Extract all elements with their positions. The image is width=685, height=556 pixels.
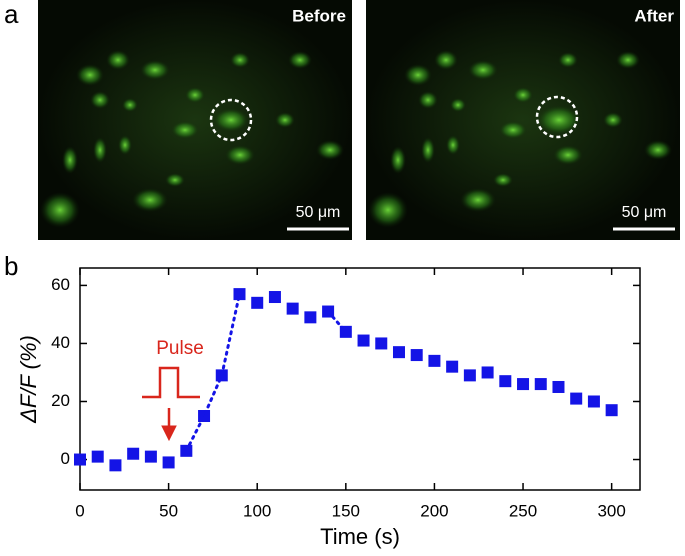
marker	[162, 456, 175, 469]
x-tick-label: 250	[509, 501, 537, 520]
marker	[144, 450, 157, 463]
cell	[230, 52, 250, 68]
y-tick-label: 20	[51, 391, 70, 410]
marker	[410, 349, 423, 362]
cell	[404, 64, 432, 86]
cell	[122, 98, 138, 112]
dotted-line	[184, 292, 348, 453]
marker	[392, 346, 405, 359]
x-tick-label: 0	[75, 501, 84, 520]
x-tick-label: 150	[332, 501, 360, 520]
marker	[428, 354, 441, 367]
cell	[434, 50, 458, 70]
marker	[286, 302, 299, 315]
marker	[446, 360, 459, 373]
marker	[233, 288, 246, 301]
cell	[616, 51, 640, 69]
x-tick-label: 200	[420, 501, 448, 520]
cell	[288, 51, 312, 69]
cell	[644, 140, 672, 160]
cell	[76, 64, 104, 86]
marker	[605, 404, 618, 417]
cell	[418, 91, 438, 109]
cell	[468, 60, 498, 80]
marker	[268, 291, 281, 304]
cell	[390, 146, 406, 174]
cell	[553, 145, 583, 165]
cell	[446, 135, 460, 155]
x-tick-label: 300	[597, 501, 625, 520]
cell	[603, 112, 623, 128]
cell	[118, 135, 132, 155]
micrograph	[366, 0, 680, 240]
y-tick-label: 0	[61, 449, 70, 468]
marker	[251, 296, 264, 309]
roi-circle	[209, 98, 253, 142]
x-axis-label: Time (s)	[320, 524, 400, 549]
cell	[171, 121, 199, 139]
y-axis-label: ΔF/F (%)	[16, 335, 41, 424]
cell	[165, 173, 185, 187]
cell	[40, 192, 80, 228]
marker	[587, 395, 600, 408]
panel-label: a	[4, 0, 19, 29]
marker	[109, 459, 122, 472]
cell	[90, 91, 110, 109]
scale-bar-label: 50 μm	[622, 204, 667, 221]
roi-circle	[535, 95, 579, 139]
cell	[450, 98, 466, 112]
marker	[127, 447, 140, 460]
cell	[536, 105, 582, 135]
marker	[552, 380, 565, 393]
cell	[185, 87, 205, 103]
marker	[375, 337, 388, 350]
marker	[304, 311, 317, 324]
marker	[517, 378, 530, 391]
marker	[534, 378, 547, 391]
x-tick-label: 50	[159, 501, 178, 520]
marker	[499, 375, 512, 388]
marker	[357, 334, 370, 347]
cell	[225, 145, 255, 165]
cell	[316, 140, 344, 160]
y-tick-label: 60	[51, 275, 70, 294]
cell	[558, 52, 578, 68]
pulse-glyph	[142, 366, 200, 442]
cell	[421, 137, 435, 163]
marker	[91, 450, 104, 463]
marker	[570, 392, 583, 405]
cell	[513, 87, 533, 103]
cell	[106, 50, 130, 70]
annotation: Pulse	[156, 338, 204, 359]
cell	[93, 137, 107, 163]
cell	[499, 121, 527, 139]
marker	[198, 410, 211, 422]
plot-frame	[79, 267, 641, 491]
cell	[213, 108, 249, 132]
marker	[481, 366, 494, 379]
cell	[368, 192, 408, 228]
cell	[275, 112, 295, 128]
x-tick-label: 100	[243, 501, 271, 520]
scale-bar-label: 50 μm	[296, 204, 341, 221]
marker	[74, 453, 86, 466]
cell	[140, 60, 170, 80]
panel-label: b	[4, 251, 18, 281]
cell	[493, 173, 513, 187]
cell	[132, 188, 168, 212]
cell	[460, 188, 496, 212]
y-tick-label: 40	[51, 333, 70, 352]
cell	[62, 146, 78, 174]
image-label: After	[634, 6, 674, 25]
image-label: Before	[292, 6, 346, 25]
marker	[463, 369, 476, 382]
micrograph	[38, 0, 352, 240]
